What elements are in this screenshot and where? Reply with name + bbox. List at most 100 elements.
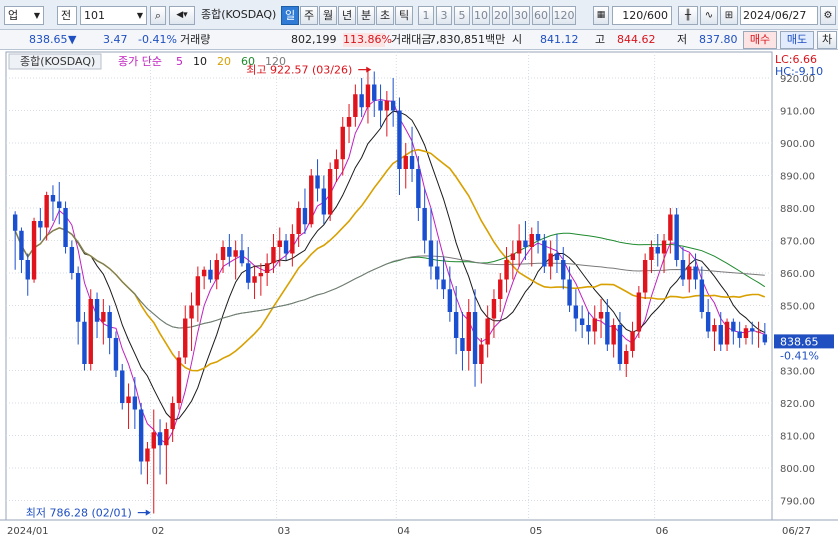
candle-body	[309, 175, 314, 225]
candle-body	[302, 208, 308, 225]
candle-body	[258, 273, 264, 277]
candle-body	[611, 325, 616, 345]
candle-body	[327, 169, 333, 215]
candle	[762, 322, 768, 346]
tab-period-1[interactable]: 주	[300, 6, 318, 25]
candle	[642, 253, 648, 299]
candle	[479, 338, 484, 384]
tab-period-5[interactable]: 초	[376, 6, 394, 25]
candle-body	[57, 201, 62, 208]
interval-button-120[interactable]: 120	[552, 6, 576, 25]
candle	[485, 305, 490, 358]
count-input[interactable]: 120/600	[612, 6, 672, 25]
low-label: 저	[677, 33, 688, 46]
candle	[592, 305, 597, 345]
speaker-icon[interactable]: ◀▾	[169, 6, 195, 25]
x-tick-label: 05	[530, 526, 543, 537]
candle	[435, 240, 440, 290]
search-icon[interactable]: ⌕	[150, 6, 166, 25]
candle-body	[38, 221, 43, 228]
candle-body	[183, 318, 188, 358]
candle-body	[636, 292, 642, 332]
candle-body	[453, 312, 459, 338]
candle-body	[674, 214, 679, 260]
candle-tools-icon[interactable]: ╫	[678, 6, 698, 25]
candle	[605, 299, 610, 351]
candle	[353, 84, 358, 127]
candle	[88, 289, 93, 371]
interval-button-10[interactable]: 10	[472, 6, 490, 25]
candle-body	[120, 370, 125, 403]
candle-body	[151, 432, 156, 449]
candle-body	[699, 279, 705, 312]
price-chart[interactable]: 790.00800.00810.00820.00830.00840.00850.…	[0, 50, 838, 539]
date-input[interactable]: 2024/06/27	[740, 6, 818, 25]
market-select[interactable]: 업 ▼	[4, 6, 44, 25]
candle	[516, 224, 522, 267]
candle	[227, 234, 232, 267]
interval-button-60[interactable]: 60	[532, 6, 550, 25]
interval-button-3[interactable]: 3	[436, 6, 452, 25]
candle-body	[655, 247, 660, 254]
open-value: 841.12	[540, 33, 579, 46]
candle-body	[107, 312, 112, 338]
interval-button-1[interactable]: 1	[418, 6, 434, 25]
candle-body	[189, 305, 194, 319]
candle-body	[731, 321, 736, 332]
grid-icon[interactable]: ⊞	[720, 6, 738, 25]
candle	[661, 234, 667, 273]
candle-body	[624, 351, 629, 364]
candle	[617, 312, 623, 371]
candle-body	[743, 328, 749, 338]
extra-button[interactable]: 차	[817, 31, 837, 49]
candle	[214, 253, 219, 290]
candle	[176, 351, 182, 410]
candle-body	[359, 94, 364, 108]
candle	[668, 208, 673, 254]
tab-period-3[interactable]: 년	[338, 6, 356, 25]
candle-body	[680, 260, 686, 280]
candle-body	[63, 208, 68, 247]
candle	[630, 321, 635, 358]
y-tick-label: 910.00	[780, 107, 815, 118]
candle-body	[422, 208, 427, 241]
tab-period-4[interactable]: 분	[357, 6, 375, 25]
candle	[453, 286, 459, 355]
candle	[132, 377, 138, 429]
open-label: 시	[512, 33, 523, 46]
candle-body	[516, 240, 522, 254]
high-label: 고	[595, 33, 606, 46]
candle-body	[649, 247, 654, 260]
candle-body	[630, 331, 635, 351]
candle	[315, 159, 320, 202]
interval-button-5[interactable]: 5	[454, 6, 470, 25]
sell-button[interactable]: 매도	[780, 31, 814, 49]
candle	[416, 156, 421, 221]
interval-button-30[interactable]: 30	[512, 6, 530, 25]
buy-button[interactable]: 매수	[743, 31, 777, 49]
tab-period-6[interactable]: 틱	[395, 6, 413, 25]
x-tick-label: 06	[656, 526, 669, 537]
candle	[63, 201, 68, 254]
line-tools-icon[interactable]: ∿	[700, 6, 718, 25]
tab-period-2[interactable]: 월	[319, 6, 337, 25]
candle-body	[252, 276, 257, 283]
settings-icon[interactable]: ⚙	[820, 6, 836, 25]
ma-legend-10: 10	[193, 55, 207, 68]
candle	[731, 318, 736, 345]
candle	[82, 312, 87, 371]
candle-body	[340, 126, 345, 160]
candle-body	[642, 260, 648, 293]
low-annotation-arrowhead	[145, 509, 151, 516]
candle-body	[409, 156, 415, 169]
candle	[164, 422, 169, 485]
calendar-icon[interactable]: ▦	[593, 6, 609, 25]
candle	[409, 126, 415, 182]
candle	[264, 253, 270, 286]
code-input[interactable]: 101 ▼	[80, 6, 147, 25]
current-price-box	[774, 334, 834, 349]
x-tick-label: 2024/01	[7, 526, 49, 537]
interval-button-20[interactable]: 20	[492, 6, 510, 25]
tab-period-0[interactable]: 일	[281, 6, 299, 25]
candle-body	[113, 338, 119, 371]
